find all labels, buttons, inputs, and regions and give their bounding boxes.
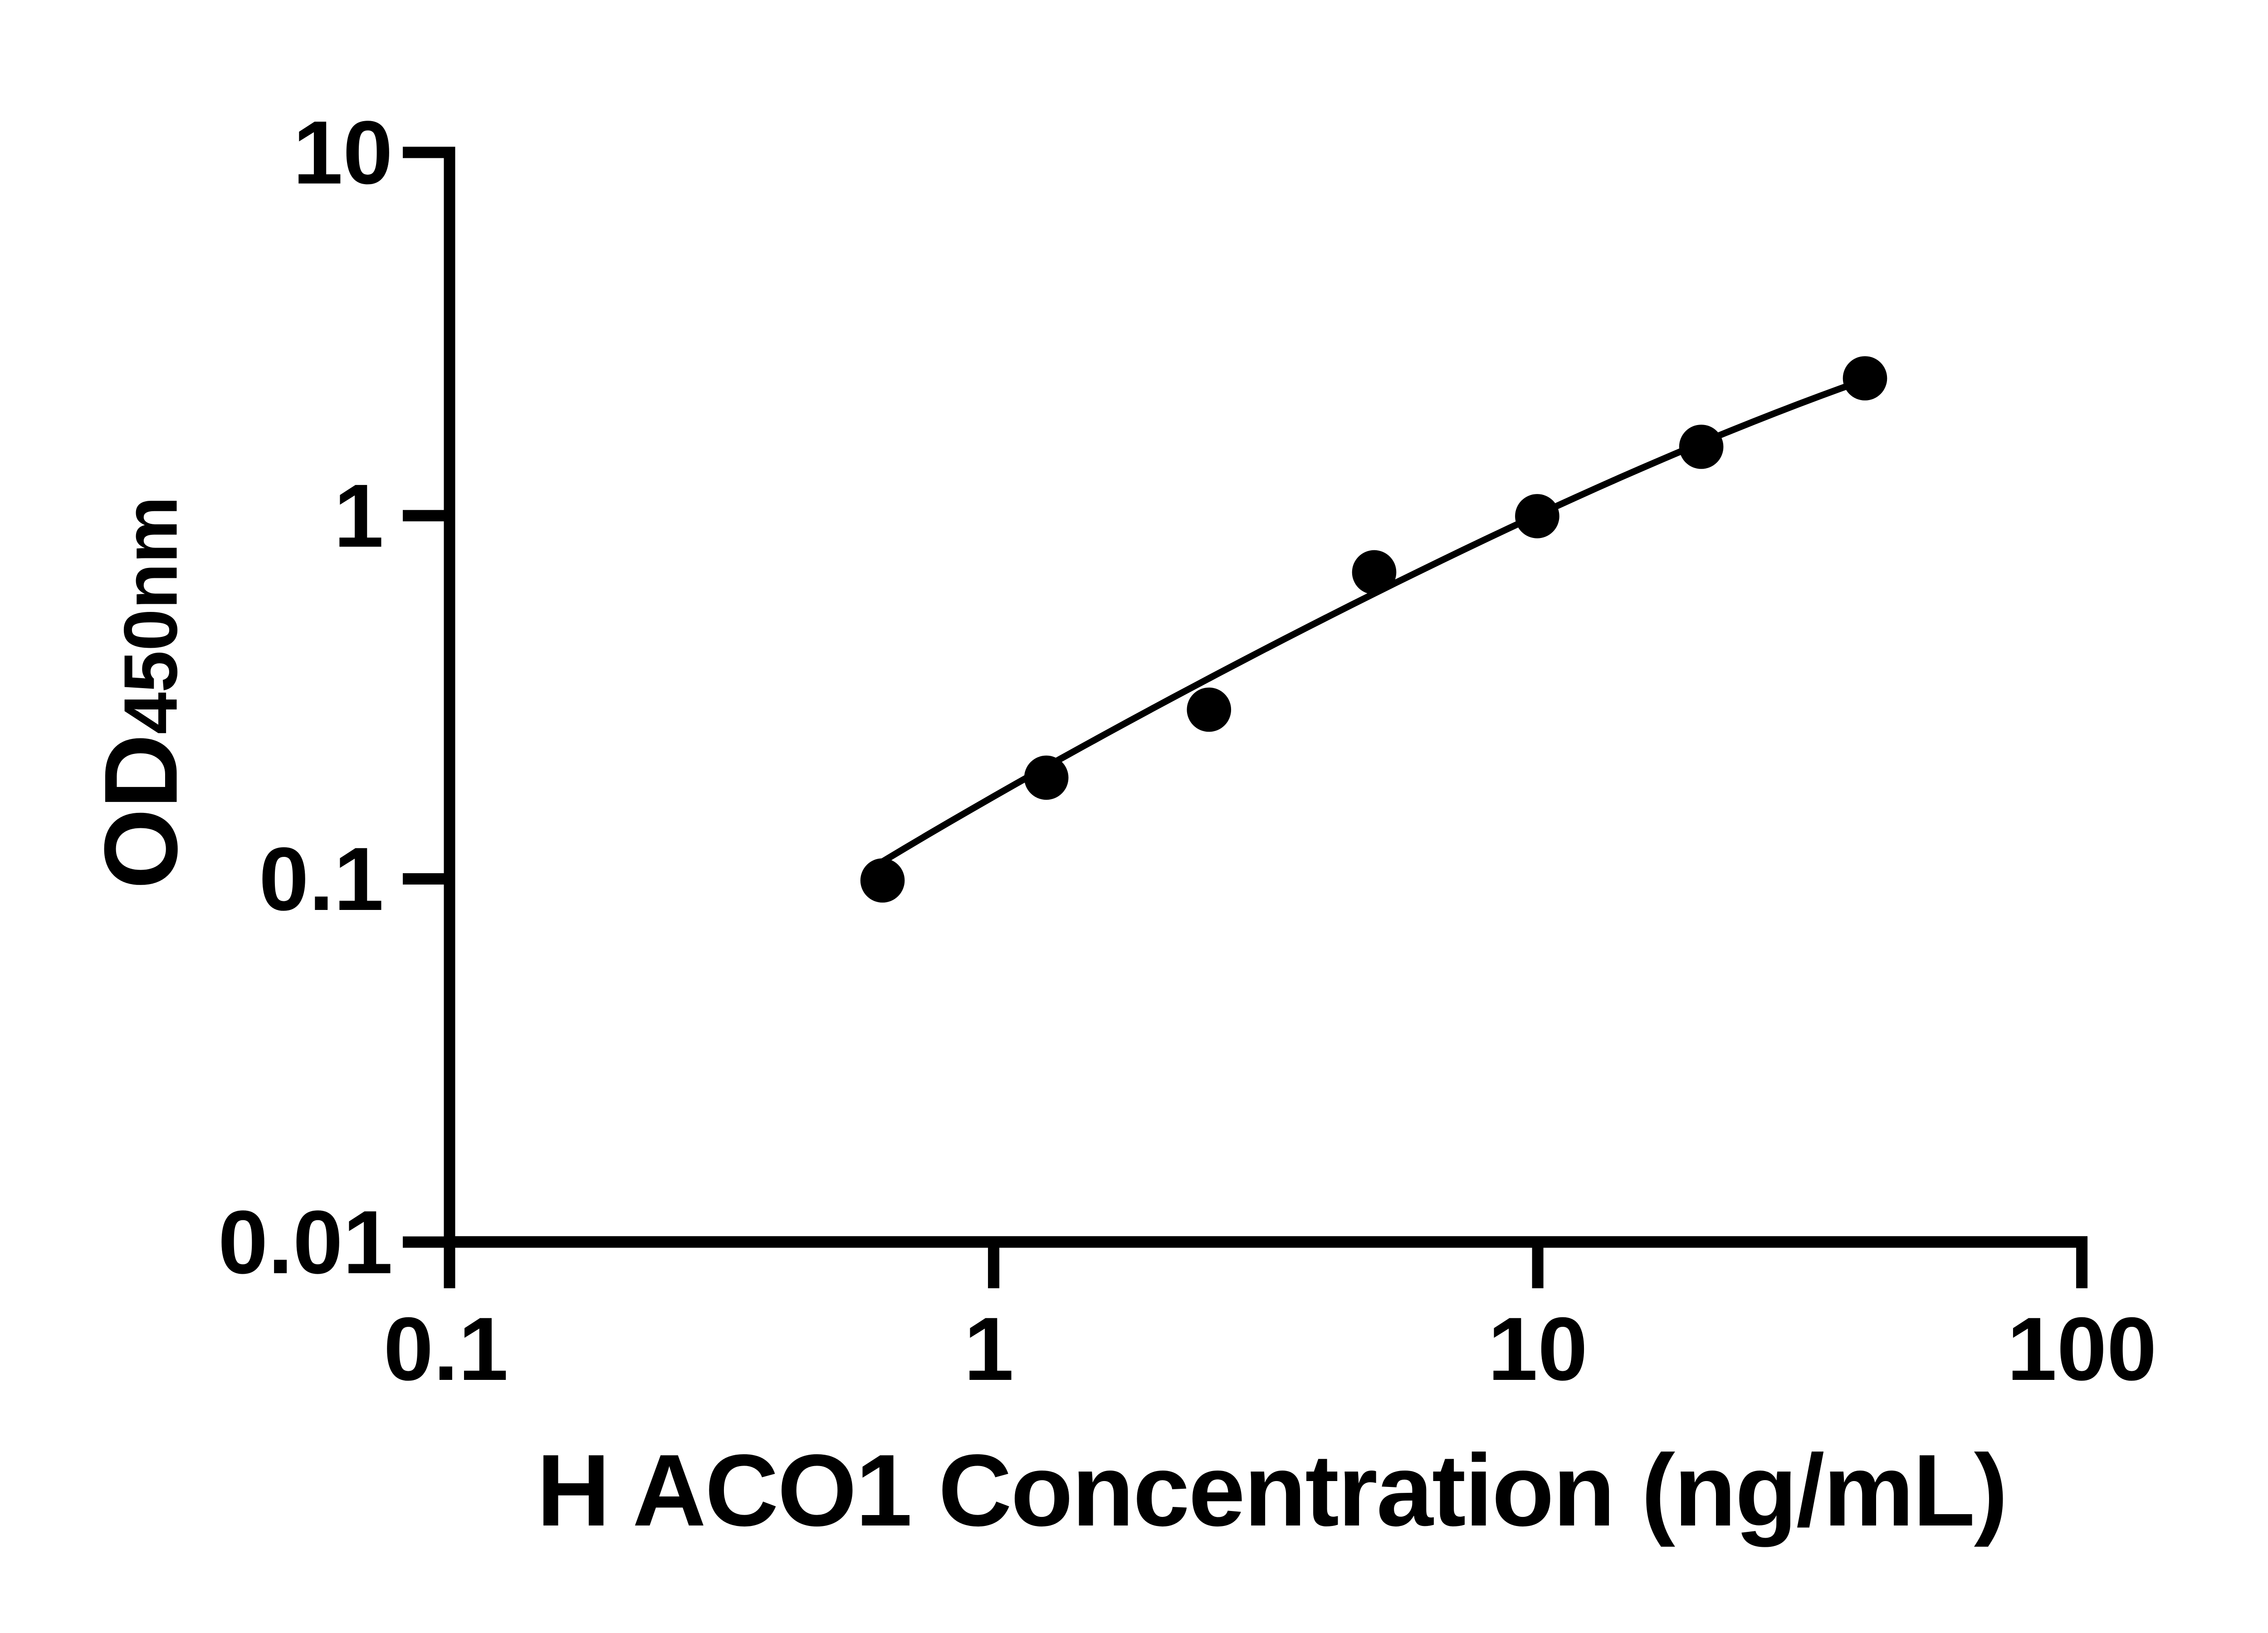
svg-text:1: 1 [334,465,384,566]
svg-text:H ACO1 Concentration (ng/mL): H ACO1 Concentration (ng/mL) [537,1433,2007,1547]
svg-text:10: 10 [1488,1299,1588,1399]
svg-text:100: 100 [2007,1299,2156,1399]
svg-text:0.1: 0.1 [259,829,384,929]
svg-text:1: 1 [964,1299,1014,1399]
svg-text:0.01: 0.01 [218,1192,393,1292]
svg-text:0.1: 0.1 [383,1299,508,1399]
svg-text:10: 10 [293,103,393,203]
